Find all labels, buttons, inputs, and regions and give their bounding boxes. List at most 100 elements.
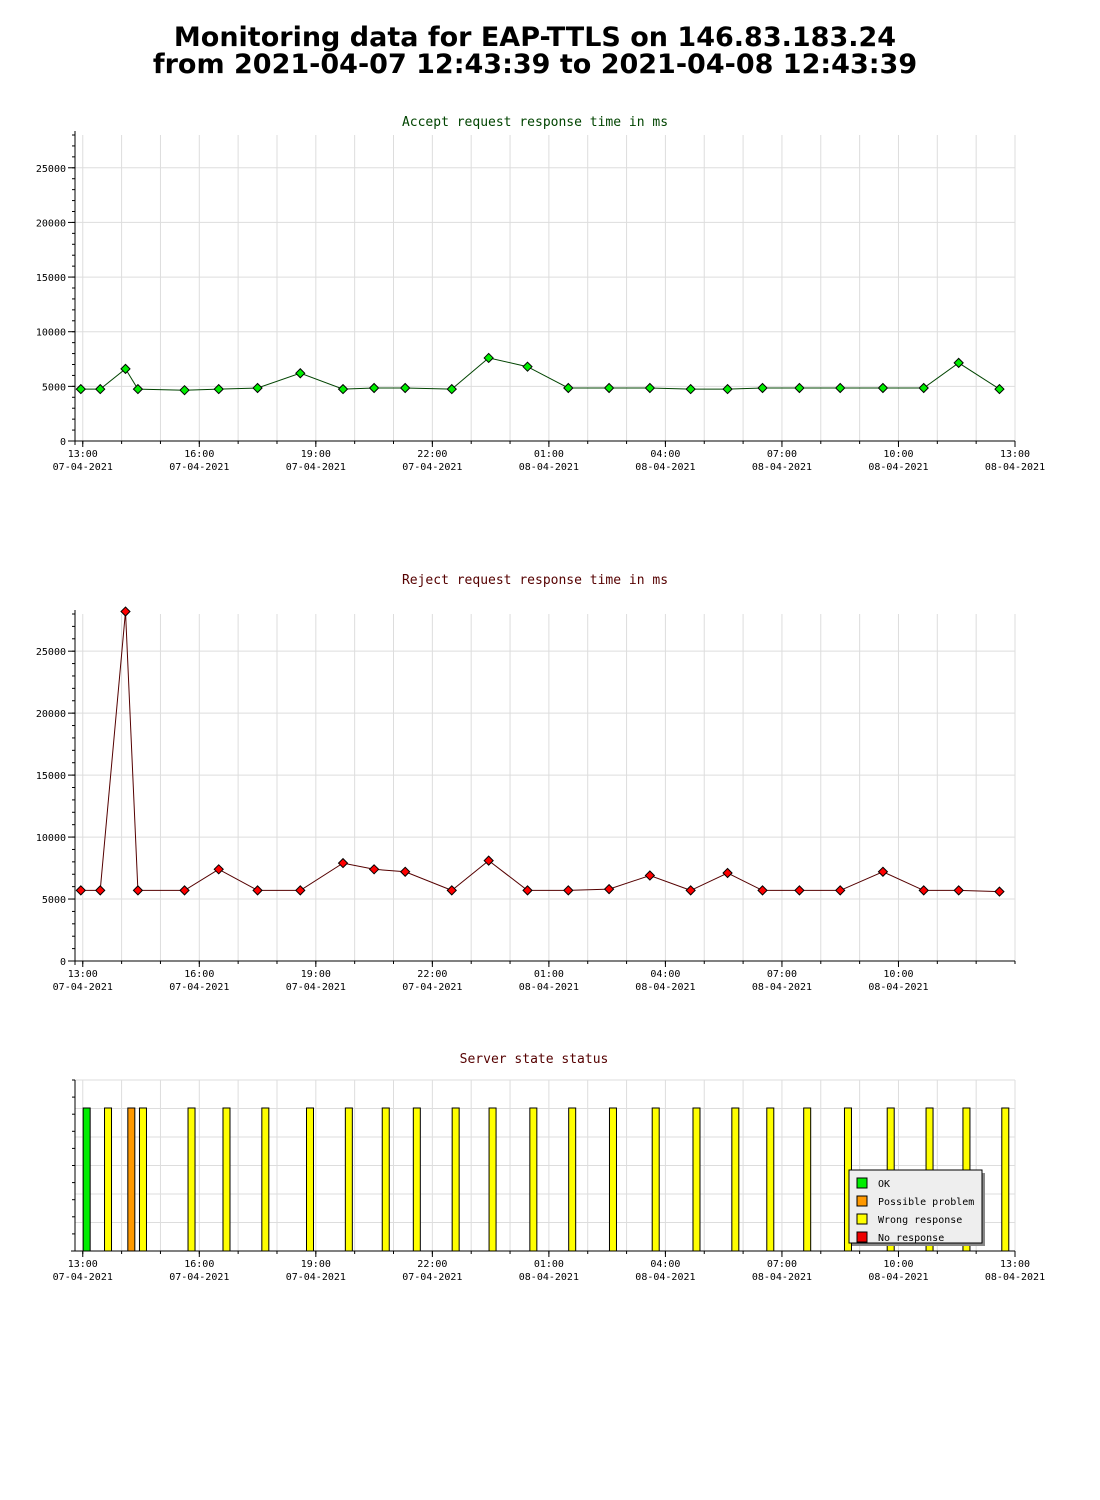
data-point [95, 383, 106, 395]
status-bar [568, 1107, 577, 1252]
x-tick-label-time: 10:00 [883, 1259, 913, 1270]
data-point [994, 383, 1005, 395]
data-point [994, 886, 1005, 897]
data-point [120, 606, 131, 617]
data-point [295, 368, 306, 379]
x-tick-label-time: 19:00 [301, 969, 331, 980]
x-tick-label-date: 07-04-2021 [53, 1272, 113, 1283]
x-tick-label-time: 22:00 [417, 449, 447, 460]
x-tick-label-time: 22:00 [417, 1259, 447, 1270]
data-point [722, 383, 733, 395]
x-tick-label-date: 08-04-2021 [752, 462, 812, 473]
page-title-line1: Monitoring data for EAP-TTLS on 146.83.1… [173, 22, 897, 53]
y-tick-label: 10000 [36, 328, 66, 339]
x-tick-label-time: 07:00 [767, 449, 797, 460]
chart-title: Reject request response time in ms [402, 573, 668, 588]
data-point [644, 382, 656, 394]
data-point [295, 885, 306, 896]
data-point [179, 384, 190, 396]
data-point [446, 885, 457, 896]
x-tick-label-time: 19:00 [301, 1259, 331, 1270]
x-tick-label-date: 08-04-2021 [519, 462, 579, 473]
data-point [834, 885, 846, 896]
legend-label: OK [878, 1179, 890, 1190]
x-tick-label-date: 07-04-2021 [53, 462, 113, 473]
status-bar [306, 1107, 314, 1252]
x-tick-label-date: 07-04-2021 [286, 462, 346, 473]
x-tick-label-date: 07-04-2021 [53, 982, 113, 993]
y-tick-label: 10000 [36, 833, 66, 844]
status-bar [488, 1107, 497, 1252]
accept-response-time-chart: Accept request response time in ms13:000… [36, 115, 1045, 473]
data-point [75, 383, 87, 395]
status-bar [731, 1107, 740, 1252]
x-tick-label-time: 04:00 [650, 449, 680, 460]
x-tick-label-time: 07:00 [767, 1259, 797, 1270]
page-title-line2: from 2021-04-07 12:43:39 to 2021-04-08 1… [152, 49, 918, 80]
x-tick-label-time: 07:00 [767, 969, 797, 980]
status-bar [651, 1107, 660, 1252]
x-tick-label-time: 16:00 [184, 449, 214, 460]
data-point [399, 382, 411, 394]
x-tick-label-date: 08-04-2021 [752, 1272, 812, 1283]
reject-response-time-chart: Reject request response time in ms13:000… [36, 573, 1016, 993]
data-point [368, 382, 380, 394]
x-tick-label-date: 07-04-2021 [286, 982, 346, 993]
series-line [80, 611, 1000, 893]
x-tick-label-time: 04:00 [650, 969, 680, 980]
x-tick-label-time: 13:00 [68, 449, 98, 460]
data-point [399, 866, 411, 877]
y-tick-label: 20000 [36, 218, 66, 229]
page-title: Monitoring data for EAP-TTLS on 146.83.1… [0, 24, 1070, 78]
legend-label: No response [878, 1233, 944, 1244]
legend-swatch [856, 1177, 868, 1189]
data-point [252, 382, 263, 394]
x-tick-label-date: 07-04-2021 [286, 1272, 346, 1283]
status-bar [381, 1107, 390, 1252]
data-point [918, 885, 929, 896]
data-point [685, 383, 696, 395]
status-bar [803, 1107, 812, 1252]
x-tick-label-date: 08-04-2021 [868, 982, 928, 993]
status-bar [529, 1107, 538, 1252]
status-bar [222, 1107, 231, 1252]
chart-title: Accept request response time in ms [402, 115, 668, 130]
status-bar [692, 1107, 701, 1252]
x-tick-label-date: 07-04-2021 [402, 982, 462, 993]
status-bar [127, 1107, 136, 1252]
data-point [483, 855, 494, 866]
x-tick-label-time: 19:00 [301, 449, 331, 460]
x-tick-label-time: 13:00 [1000, 1259, 1030, 1270]
y-tick-label: 20000 [36, 709, 66, 720]
status-bar [82, 1107, 91, 1252]
x-tick-label-time: 04:00 [650, 1259, 680, 1270]
status-bar [138, 1107, 147, 1252]
data-point [337, 383, 349, 395]
x-tick-label-date: 07-04-2021 [402, 1272, 462, 1283]
x-tick-label-date: 08-04-2021 [635, 462, 695, 473]
data-point [132, 885, 144, 896]
y-tick-label: 5000 [42, 895, 66, 906]
status-bar [451, 1107, 460, 1252]
data-point [368, 864, 380, 875]
data-point [603, 883, 615, 895]
data-point [757, 382, 768, 394]
legend-swatch [856, 1231, 868, 1243]
data-point [522, 361, 533, 372]
data-point [95, 885, 106, 896]
x-tick-label-time: 10:00 [883, 969, 913, 980]
x-tick-label-time: 13:00 [68, 1259, 98, 1270]
data-point [446, 383, 457, 395]
y-tick-label: 25000 [36, 164, 66, 175]
x-tick-label-time: 16:00 [184, 969, 214, 980]
y-tick-label: 0 [60, 437, 66, 448]
x-tick-label-date: 07-04-2021 [169, 462, 229, 473]
x-tick-label-date: 08-04-2021 [752, 982, 812, 993]
legend-swatch [856, 1213, 868, 1225]
data-point [132, 383, 144, 395]
server-state-status-chart: Server state status 13:00 07-04-2021 16:00 0… [53, 1052, 1045, 1283]
x-tick-label-date: 07-04-2021 [169, 982, 229, 993]
status-bar [412, 1107, 421, 1252]
status-bar [104, 1107, 113, 1252]
data-point [603, 382, 615, 394]
